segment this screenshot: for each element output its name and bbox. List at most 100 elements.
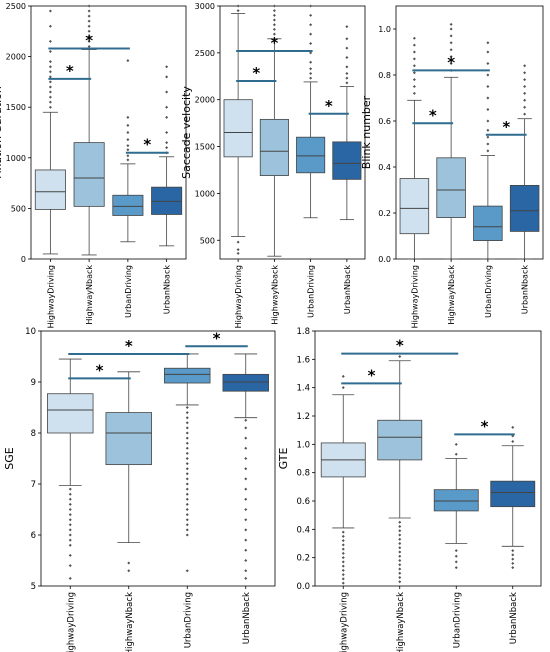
y-tick-label: 1.2	[296, 412, 310, 422]
y-tick-label: 0.2	[296, 554, 310, 564]
outlier-point	[486, 73, 490, 77]
y-tick-label: 0.4	[296, 525, 310, 535]
outlier-point	[68, 528, 72, 532]
x-tick-label: UrbanNback	[509, 592, 519, 644]
box-body	[73, 142, 105, 207]
box-HighwayDriving	[47, 358, 94, 580]
x-tick-label: HighwayNback	[270, 265, 279, 325]
x-tick-label: UrbanNback	[163, 265, 172, 315]
x-tick-label: HighwayDriving	[410, 265, 419, 328]
outlier-point	[523, 64, 527, 68]
outlier-point	[244, 418, 248, 422]
box-body	[151, 186, 183, 215]
outlier-point	[165, 75, 169, 79]
box-body	[34, 169, 66, 210]
y-tick-label: 1.6	[296, 355, 310, 365]
outlier-point	[341, 564, 345, 568]
outlier-point	[185, 446, 189, 450]
outlier-point	[523, 112, 527, 116]
outlier-point	[309, 13, 313, 17]
outlier-point	[244, 497, 248, 501]
outlier-point	[244, 528, 248, 532]
outlier-point	[48, 50, 52, 54]
x-tick-label: HighwayNback	[125, 592, 135, 652]
y-tick-label: 1000	[6, 154, 26, 163]
x-tick-label: UrbanDriving	[484, 265, 493, 318]
outlier-point	[486, 135, 490, 139]
significance-star: *	[85, 32, 93, 50]
box-UrbanDriving	[433, 442, 479, 570]
outlier-point	[341, 577, 345, 581]
outlier-point	[486, 142, 490, 146]
x-tick-label: HighwayNback	[85, 265, 94, 325]
outlier-point	[511, 561, 515, 565]
significance-star: *	[502, 118, 510, 136]
x-tick-label: HighwayDriving	[234, 265, 243, 328]
outlier-point	[68, 533, 72, 537]
outlier-point	[341, 556, 345, 560]
outlier-point	[345, 25, 349, 29]
outlier-point	[87, 19, 91, 23]
outlier-point	[126, 138, 130, 142]
y-tick-label: 1000	[195, 189, 215, 198]
x-tick-label: HighwayNback	[396, 592, 406, 652]
box-body	[259, 118, 289, 177]
outlier-point	[48, 9, 52, 13]
outlier-point	[165, 65, 169, 69]
box-UrbanNback	[151, 65, 183, 247]
outlier-point	[341, 573, 345, 577]
outlier-point	[244, 518, 248, 522]
outlier-point	[165, 141, 169, 145]
outlier-point	[454, 554, 458, 558]
outlier-point	[68, 576, 72, 580]
significance-star: *	[213, 329, 221, 347]
outlier-point	[309, 32, 313, 36]
outlier-point	[126, 144, 130, 148]
outlier-point	[412, 71, 416, 75]
outlier-point	[398, 580, 402, 584]
significance-star: *	[143, 136, 151, 154]
outlier-point	[345, 37, 349, 41]
x-tick-label: HighwayNback	[447, 265, 456, 325]
outlier-point	[511, 566, 515, 570]
significance-star: *	[66, 62, 74, 80]
outlier-point	[165, 131, 169, 134]
y-tick-label: 6	[31, 531, 36, 541]
outlier-point	[68, 564, 72, 568]
outlier-point	[341, 568, 345, 572]
outlier-point	[185, 426, 189, 430]
outlier-point	[309, 76, 313, 80]
box-HighwayNback	[436, 22, 466, 260]
significance-star: *	[125, 337, 133, 355]
box-HighwayNback	[73, 4, 105, 256]
box-UrbanDriving	[296, 4, 326, 219]
outlier-point	[185, 477, 189, 481]
box-HighwayDriving	[34, 9, 66, 255]
y-tick-label: 0	[21, 255, 26, 264]
y-tick-label: 0.2	[378, 209, 391, 218]
outlier-point	[48, 105, 52, 109]
outlier-point	[449, 41, 453, 45]
outlier-point	[185, 436, 189, 440]
outlier-point	[68, 513, 72, 517]
outlier-point	[398, 529, 402, 533]
box-body	[473, 205, 503, 242]
outlier-point	[309, 60, 313, 64]
chart-panel-4: 5 6 7 8 9 10 SGE HighwayDriving HighwayNback Urba…	[3, 327, 276, 652]
outlier-point	[244, 446, 248, 450]
outlier-point	[309, 41, 313, 45]
outlier-point	[454, 549, 458, 553]
outlier-point	[398, 546, 402, 550]
outlier-point	[68, 538, 72, 542]
box-body	[112, 194, 144, 216]
outlier-point	[454, 560, 458, 564]
y-tick-label: 10	[25, 327, 36, 337]
outlier-point	[449, 27, 453, 31]
outlier-point	[272, 18, 276, 22]
outlier-point	[523, 98, 527, 102]
y-tick-label: 1.0	[296, 440, 310, 450]
outlier-point	[48, 90, 52, 94]
outlier-point	[48, 24, 52, 28]
x-tick-label: UrbanDriving	[452, 592, 462, 648]
outlier-point	[185, 462, 189, 466]
